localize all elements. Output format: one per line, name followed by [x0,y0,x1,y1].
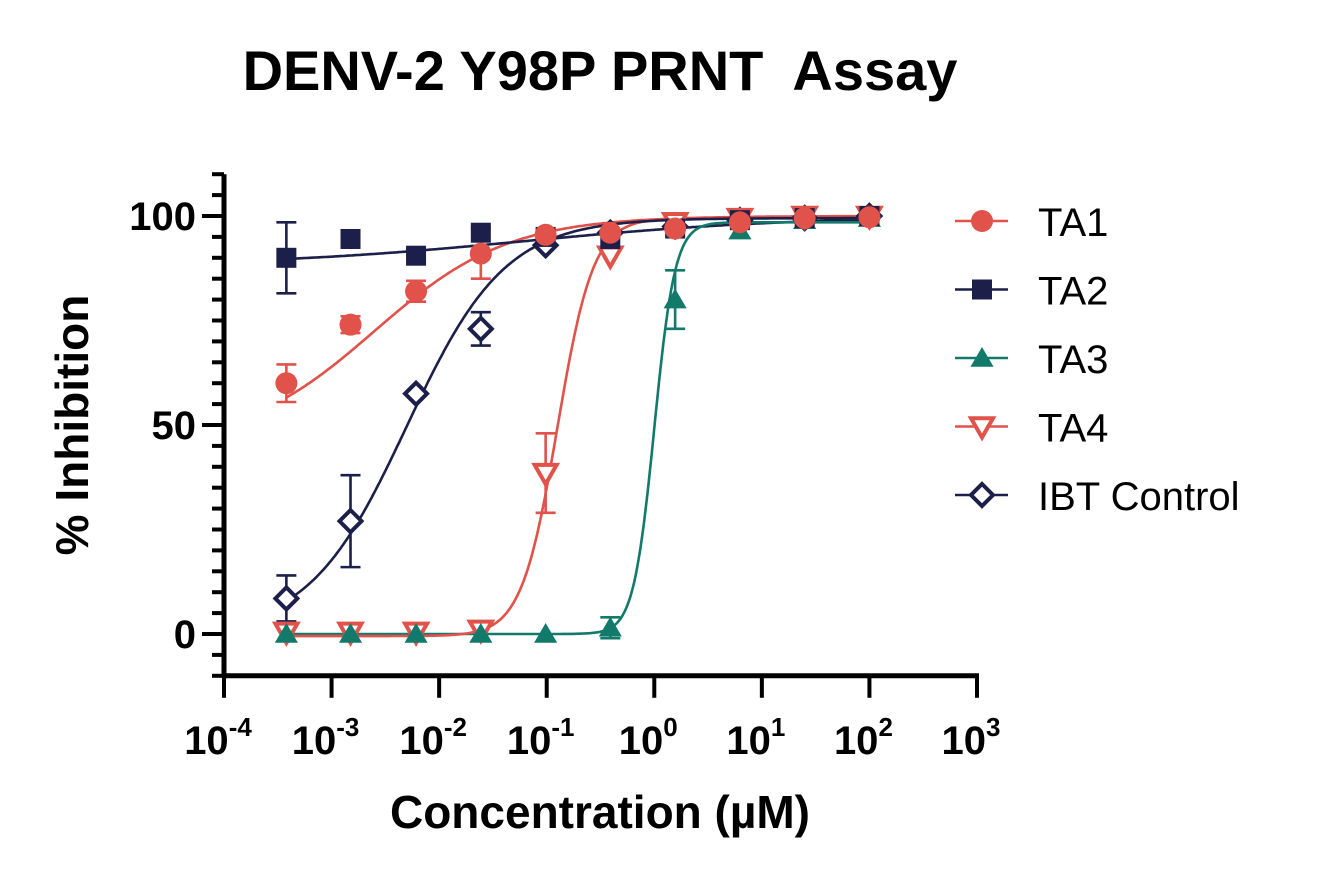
data-point-ta3 [404,623,428,643]
x-tick-label: 102 [834,712,893,763]
x-tick-label: 10-3 [292,712,360,763]
error-bars [276,220,686,640]
legend-label: TA2 [1038,270,1108,314]
data-point-ta3 [598,616,622,637]
legend-marker-icon [967,416,997,442]
fit-curve-ibt-control [285,216,870,603]
data-point-ta1 [469,242,492,265]
data-point-ta1 [858,206,881,229]
data-point-ta3 [534,623,558,643]
data-point-ta1 [339,313,362,336]
data-point-ibt-control [466,315,495,343]
legend-item-ibt-control: IBT Control [955,475,1240,519]
data-point-ibt-control [336,507,365,535]
data-point-ta1 [664,217,687,240]
fit-curve-ta3 [286,221,870,636]
data-point-ta3 [338,623,363,643]
y-tick-label: 100 [129,195,196,239]
y-axis-title: % Inhibition [46,295,98,556]
legend-marker-icon [970,347,994,367]
x-axis-title: Concentration (µM) [390,786,810,838]
y-axis: 0 50 100 [129,172,227,678]
data-markers [271,202,884,647]
data-point-ta1 [599,221,622,244]
legend: TA1 TA2 TA3 TA4 IBT Control [955,201,1240,519]
data-point-ta2 [470,222,491,243]
legend-item-ta1: TA1 [955,201,1108,245]
legend-item-ta2: TA2 [955,270,1108,314]
data-point-ta2 [406,245,427,266]
x-tick-label: 103 [942,712,1001,763]
legend-label: IBT Control [1038,475,1240,519]
legend-marker-icon [968,481,996,509]
y-tick-label: 50 [152,404,197,448]
data-point-ta1 [728,211,751,234]
data-point-ibt-control [272,584,301,613]
data-point-ibt-control [402,379,430,408]
data-point-ta4 [531,462,561,489]
legend-marker-icon [972,279,992,300]
data-point-ta1 [793,207,816,230]
legend-marker-icon [971,210,993,232]
data-point-ta3 [469,623,493,643]
data-point-ta1 [405,280,428,303]
fit-curve-ta1 [285,214,870,399]
y-tick-label: 0 [174,613,196,657]
fit-curves [285,214,870,638]
legend-item-ta4: TA4 [955,407,1108,451]
data-point-ta1 [275,372,298,395]
x-axis: 10-4 10-3 10-2 10-1 100 101 102 103 [184,673,1001,763]
chart-title: DENV-2 Y98P PRNT Assay [242,39,958,102]
x-tick-label: 100 [619,712,678,763]
data-point-ta2 [276,247,297,268]
data-point-ta4 [595,245,625,271]
data-point-ta3 [274,623,298,643]
data-point-ta3 [663,288,687,309]
x-tick-label: 101 [726,712,785,763]
x-tick-label: 10-2 [399,712,467,763]
x-tick-label: 10-4 [184,712,252,763]
data-point-ta1 [534,223,557,246]
fit-curve-ta4 [286,216,870,638]
x-tick-label: 10-1 [507,712,575,763]
data-point-ta2 [340,228,361,249]
legend-label: TA1 [1038,201,1108,245]
legend-label: TA4 [1038,407,1108,451]
legend-label: TA3 [1038,338,1108,382]
legend-item-ta3: TA3 [955,338,1108,382]
